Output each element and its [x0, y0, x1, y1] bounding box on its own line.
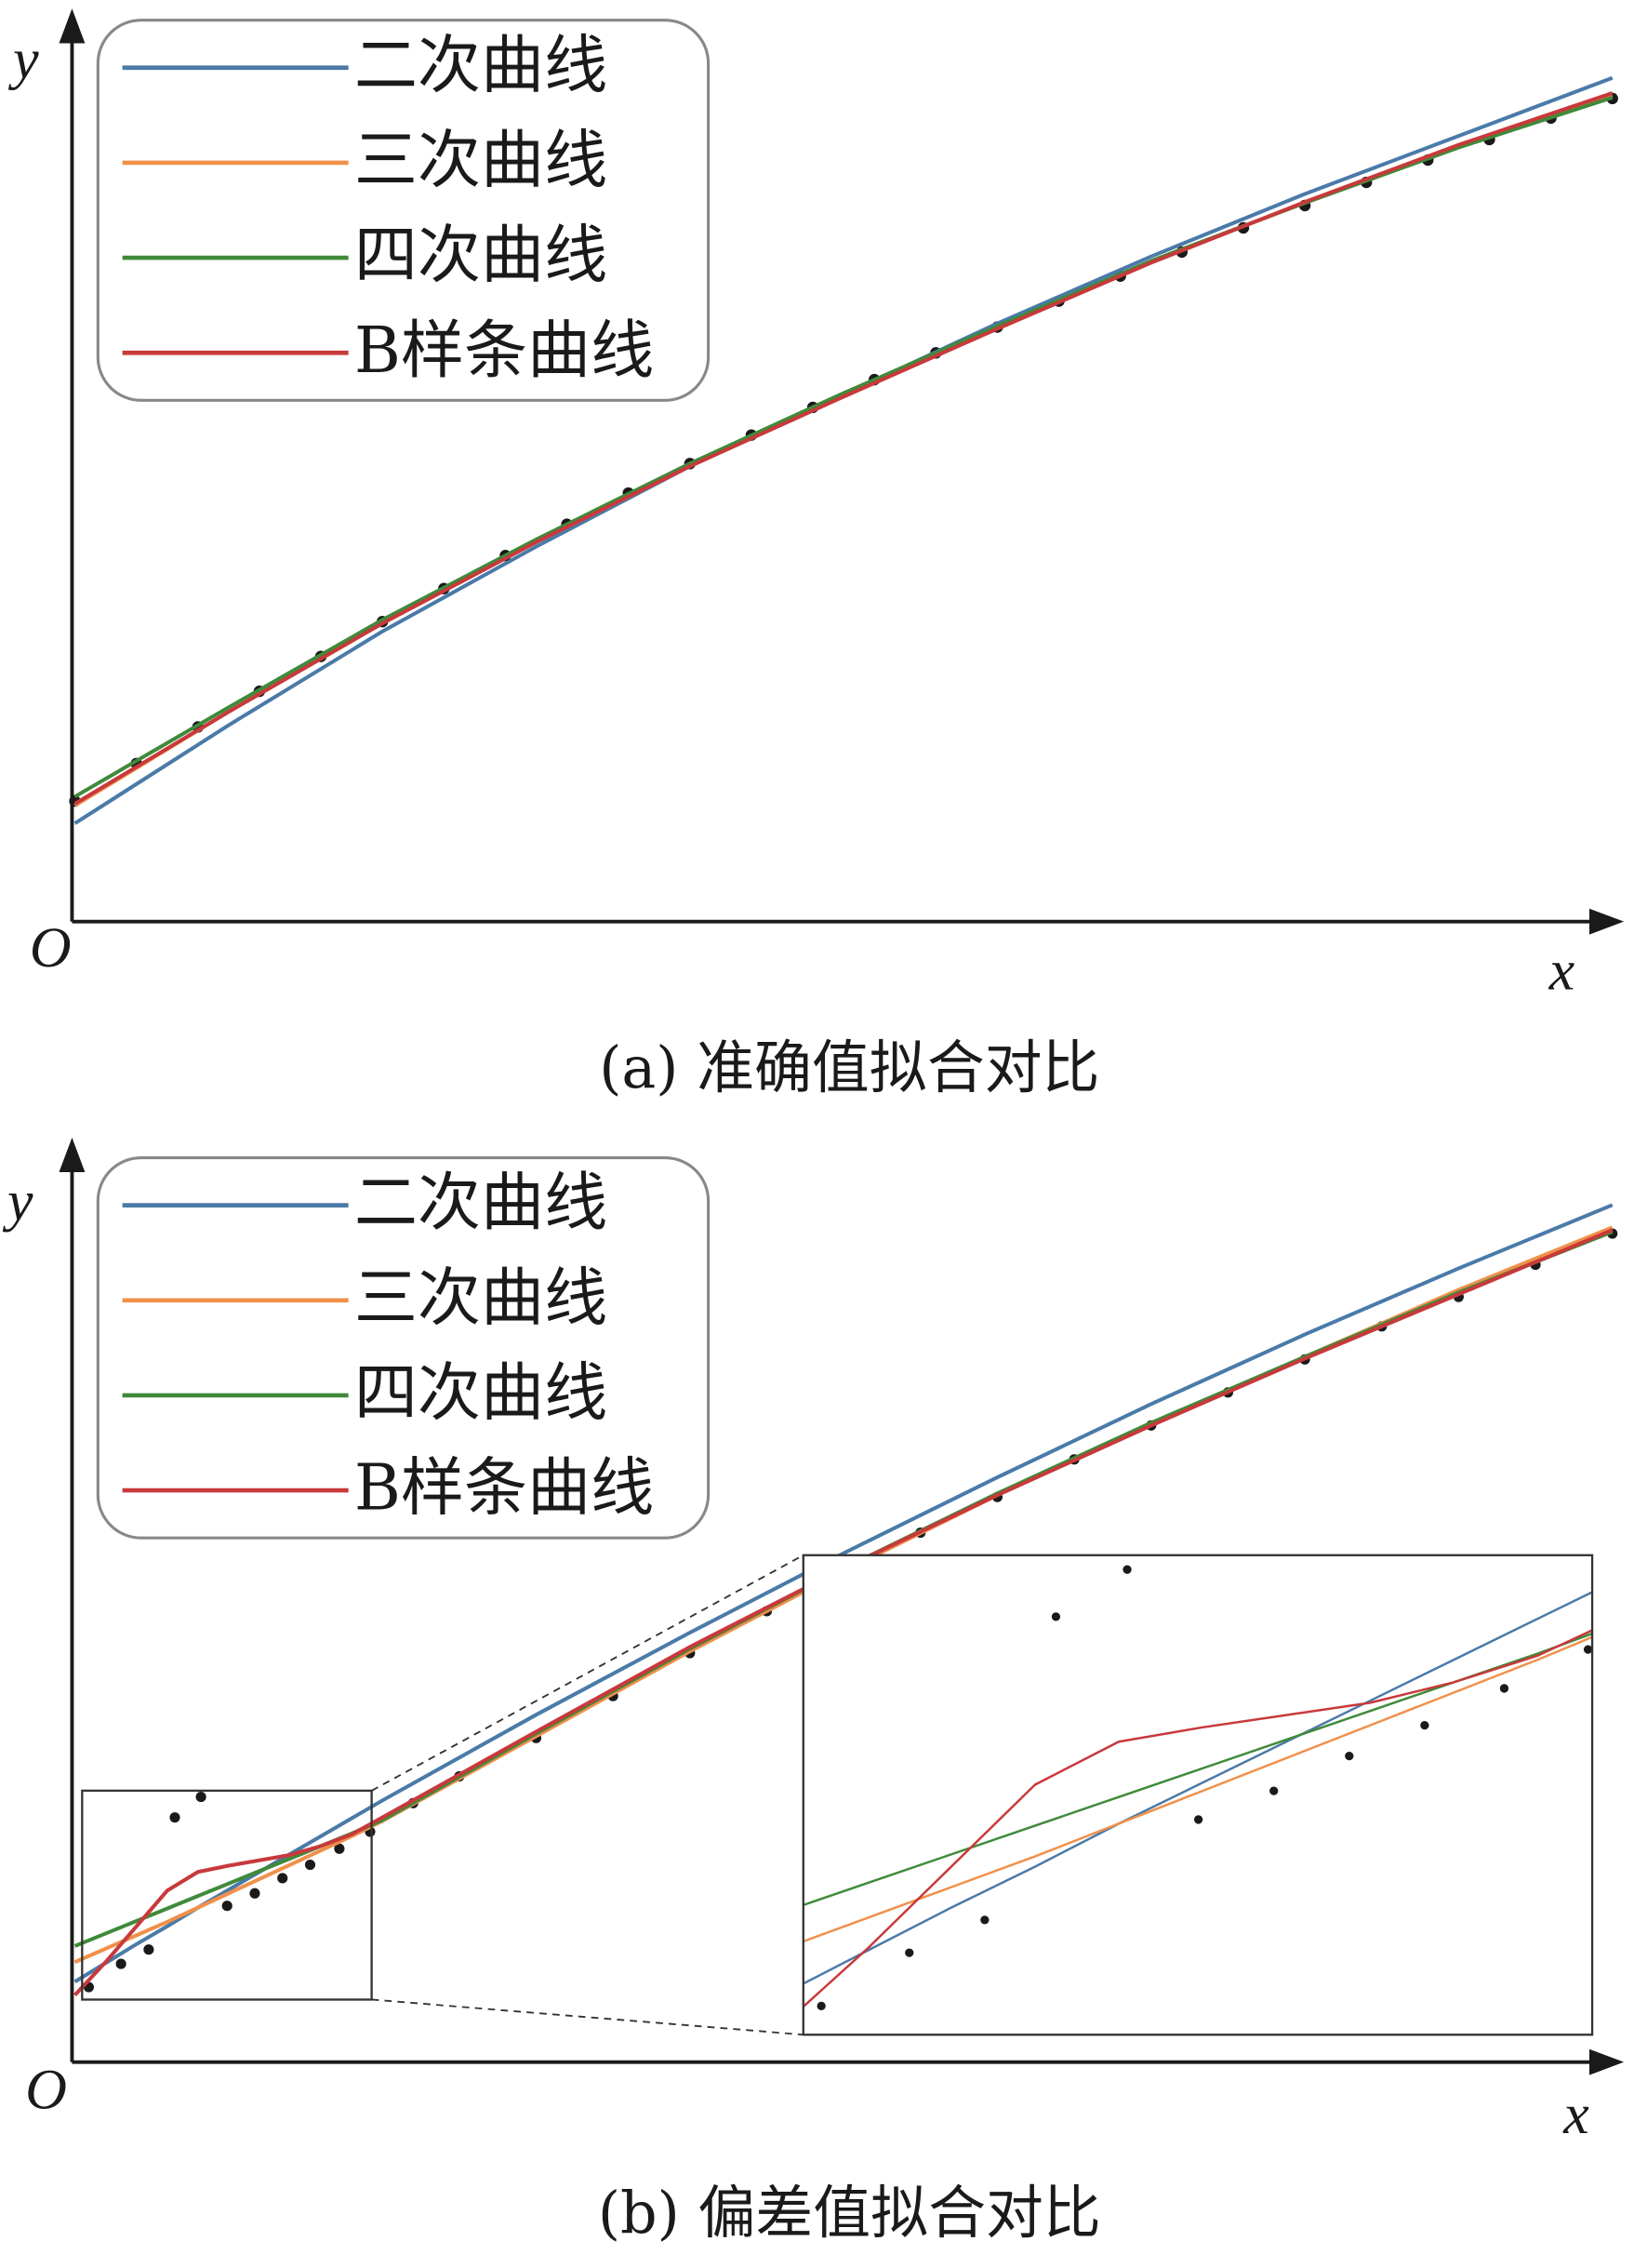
y-axis-arrow	[59, 1137, 86, 1173]
y-axis-label: y	[2, 1169, 33, 1233]
inset-plot	[803, 1565, 1593, 2011]
y-axis-label: y	[7, 28, 39, 91]
legend-box	[96, 1155, 711, 1540]
data-point	[1499, 1684, 1509, 1693]
origin-label: O	[25, 2058, 67, 2121]
data-point	[1345, 1752, 1354, 1761]
x-axis-arrow	[1588, 908, 1625, 935]
x-axis-label: x	[1548, 940, 1575, 1003]
fit-curve	[73, 1228, 1614, 1997]
data-point	[980, 1915, 990, 1925]
data-point	[334, 1843, 345, 1854]
y-axis-arrow	[59, 8, 86, 44]
data-point	[1269, 1786, 1279, 1795]
data-point	[169, 1812, 180, 1823]
data-point	[304, 1859, 316, 1871]
caption: (a) 准确值拟合对比	[599, 1034, 1099, 1101]
fit-curve	[73, 1203, 1614, 1983]
data-point	[277, 1873, 288, 1884]
data-point	[817, 2001, 826, 2011]
legend-label: 四次曲线	[354, 1357, 607, 1431]
data-point	[221, 1901, 232, 1912]
legend-label: B样条曲线	[354, 1452, 654, 1526]
data-point	[1583, 1645, 1593, 1654]
x-axis-label: x	[1562, 2083, 1589, 2146]
data-point	[1193, 1815, 1203, 1824]
fit-curve	[803, 1635, 1593, 1943]
caption: (b) 偏差值拟合对比	[598, 2180, 1101, 2247]
fit-curve	[803, 1591, 1593, 1985]
data-point	[249, 1888, 260, 1899]
inset-frame	[802, 1554, 1594, 2036]
legend-label: 四次曲线	[354, 220, 607, 293]
data-point	[1420, 1720, 1429, 1730]
data-point	[1123, 1565, 1132, 1574]
fit-curve	[73, 91, 1614, 806]
zoom-connector	[371, 1554, 804, 1792]
legend-label: 三次曲线	[354, 1261, 607, 1335]
fit-curve	[803, 1632, 1593, 1907]
legend-label: 二次曲线	[354, 29, 607, 102]
legend-label: B样条曲线	[354, 314, 654, 388]
data-point	[115, 1958, 126, 1969]
data-point	[1051, 1612, 1061, 1621]
legend-label: 二次曲线	[354, 1167, 607, 1240]
data-point	[195, 1792, 206, 1803]
legend-box	[96, 19, 711, 402]
inset-background	[803, 1554, 1593, 2035]
origin-label: O	[30, 916, 72, 980]
data-point	[143, 1944, 154, 1955]
data-point	[905, 1948, 914, 1957]
x-axis-arrow	[1588, 2048, 1625, 2075]
fit-curve	[803, 1629, 1593, 2008]
zoom-connector	[371, 1998, 804, 2036]
zoom-source-box	[81, 1789, 373, 2001]
legend-label: 三次曲线	[354, 125, 607, 198]
